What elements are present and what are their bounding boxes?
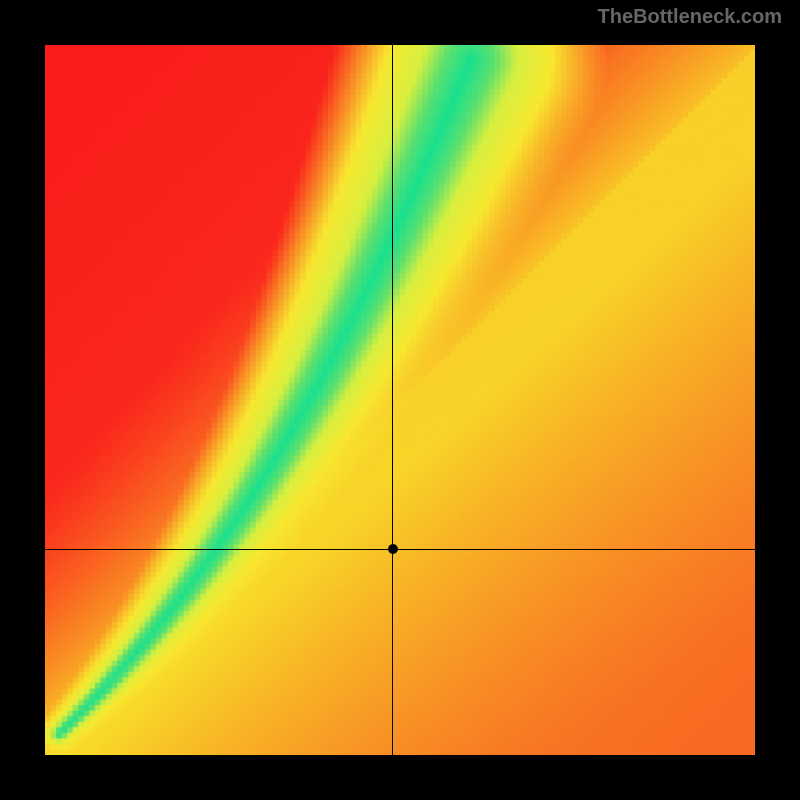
- heatmap-plot: [45, 45, 755, 755]
- watermark: TheBottleneck.com: [598, 6, 782, 29]
- crosshair-horizontal: [45, 549, 755, 550]
- heatmap-canvas: [45, 45, 755, 755]
- crosshair-dot: [388, 544, 398, 554]
- crosshair-vertical: [392, 45, 393, 755]
